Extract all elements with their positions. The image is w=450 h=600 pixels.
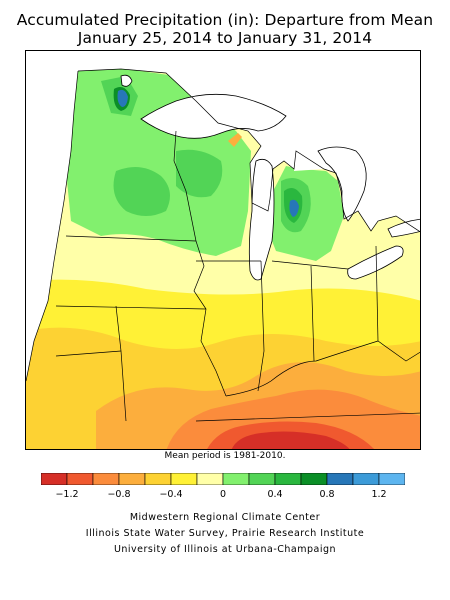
precipitation-map	[25, 50, 421, 450]
colorbar-bin-11	[326, 473, 354, 485]
colorbar-bin-13	[378, 473, 405, 485]
map-date-range: January 25, 2014 to January 31, 2014	[77, 29, 373, 47]
colorbar-tick-label: 0	[219, 489, 227, 500]
lake-of-the-woods	[120, 74, 133, 87]
colorbar-bin-2	[92, 473, 120, 485]
colorbar-bin-0	[41, 473, 68, 485]
colorbar-tick-label: −1.2	[55, 489, 79, 500]
lake-huron	[317, 146, 367, 222]
colorbar-bin-5	[170, 473, 198, 485]
state-boundaries	[26, 68, 420, 422]
lake-erie	[347, 245, 404, 280]
colorbar-bin-8	[248, 473, 276, 485]
credit-university: University of Illinois at Urbana-Champai…	[113, 544, 337, 555]
colorbar-tick-label: 0.4	[267, 489, 283, 500]
mean-period-note: Mean period is 1981-2010.	[164, 451, 286, 461]
colorbar-tick-label: 0.8	[319, 489, 335, 500]
colorbar-bin-4	[144, 473, 172, 485]
lake-superior	[140, 93, 287, 139]
colorbar-bin-12	[352, 473, 380, 485]
lake-michigan	[248, 158, 275, 281]
colorbar-tick-label: −0.8	[107, 489, 131, 500]
colorbar	[41, 473, 405, 485]
colorbar-tick-label: −0.4	[159, 489, 183, 500]
colorbar-bin-10	[300, 473, 328, 485]
map-title: Accumulated Precipitation (in): Departur…	[16, 11, 434, 29]
credit-isws: Illinois State Water Survey, Prairie Res…	[85, 528, 365, 539]
colorbar-bin-3	[118, 473, 146, 485]
lake-ontario	[387, 218, 420, 238]
colorbar-bin-7	[222, 473, 250, 485]
colorbar-bin-9	[274, 473, 302, 485]
credit-mrcc: Midwestern Regional Climate Center	[129, 512, 321, 523]
great-lakes	[120, 74, 420, 281]
colorbar-bin-1	[66, 473, 94, 485]
colorbar-bin-6	[196, 473, 224, 485]
colorbar-tick-label: 1.2	[371, 489, 387, 500]
